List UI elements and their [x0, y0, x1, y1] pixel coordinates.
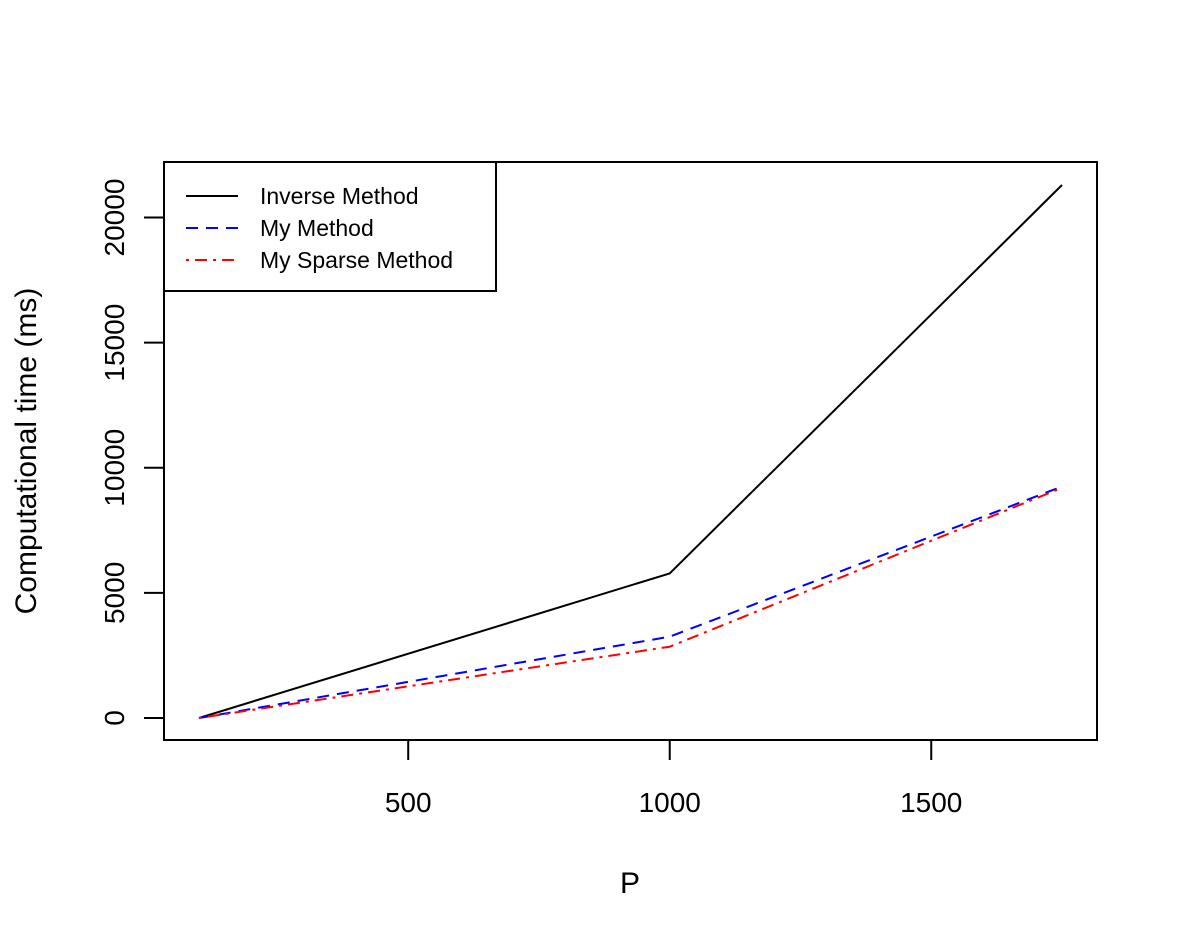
- x-tick-label: 1000: [639, 787, 701, 818]
- x-axis: 500 1000 1500: [385, 739, 962, 818]
- legend-entry-label: My Sparse Method: [260, 247, 453, 273]
- series-line-1: [198, 184, 1063, 719]
- legend-entry-label: Inverse Method: [260, 183, 419, 209]
- y-tick-label: 0: [99, 710, 130, 726]
- x-tick-label: 1500: [900, 787, 962, 818]
- legend: Inverse Method My Method My Sparse Method: [163, 161, 497, 292]
- y-tick-label: 20000: [99, 179, 130, 257]
- x-axis-title: P: [620, 867, 640, 900]
- series-lines: [198, 184, 1063, 719]
- y-tick-label: 5000: [99, 562, 130, 624]
- y-axis-title: Computational time (ms): [10, 288, 43, 615]
- legend-entry-label: My Method: [260, 215, 374, 241]
- series-line-3: [198, 486, 1063, 719]
- x-tick-label: 500: [385, 787, 432, 818]
- y-tick-label: 10000: [99, 429, 130, 507]
- y-axis: 0 5000 10000 15000 20000: [99, 179, 165, 726]
- legend-box: [163, 161, 497, 292]
- series-line-2: [198, 485, 1063, 719]
- y-tick-label: 15000: [99, 304, 130, 382]
